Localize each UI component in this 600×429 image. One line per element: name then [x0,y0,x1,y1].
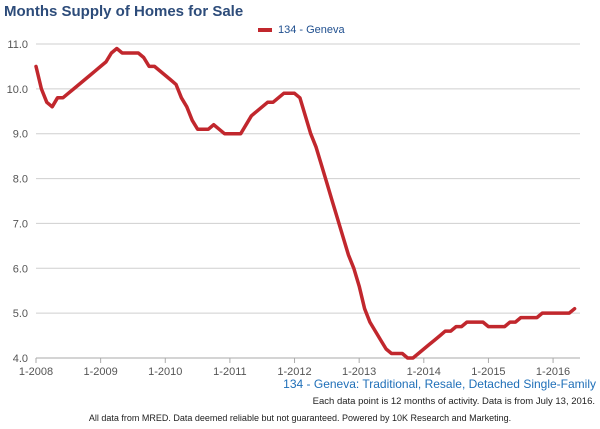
y-tick-label: 9.0 [13,129,28,141]
legend-label: 134 - Geneva [278,24,345,36]
x-tick-label: 1-2015 [471,366,505,378]
y-tick-label: 10.0 [7,84,28,96]
x-tick-label: 1-2011 [213,366,246,378]
x-tick-label: 1-2013 [342,366,376,378]
x-axis: 1-2008 1-2009 1-2010 1-2011 1-2012 1-2013 1-20… [19,357,580,378]
x-tick-label: 1-2008 [19,366,53,378]
y-tick-label: 6.0 [13,263,28,275]
chart-title: Months Supply of Homes for Sale [4,3,244,20]
chart-subtitle: 134 - Geneva: Traditional, Resale, Detac… [283,377,596,391]
y-axis: 4.0 5.0 6.0 7.0 8.0 9.0 10.0 11.0 [7,39,28,365]
x-tick-label: 1-2010 [148,366,182,378]
y-tick-label: 4.0 [13,353,28,365]
series-line [34,46,577,360]
y-tick-label: 7.0 [13,218,28,230]
chart-footer: All data from MRED. Data deemed reliable… [88,413,512,423]
x-tick-label: 1-2012 [277,366,311,378]
y-tick-label: 11.0 [7,39,28,51]
chart-note: Each data point is 12 months of activity… [312,396,595,407]
x-tick-label: 1-2016 [536,366,570,378]
y-tick-label: 5.0 [13,308,28,320]
x-tick-label: 1-2009 [84,366,118,378]
chart-grid [36,43,580,359]
x-tick-label: 1-2014 [407,366,441,378]
chart-series [34,46,577,360]
chart-legend: 134 - Geneva [258,22,345,38]
legend-swatch [258,28,272,32]
y-tick-label: 8.0 [13,174,28,186]
